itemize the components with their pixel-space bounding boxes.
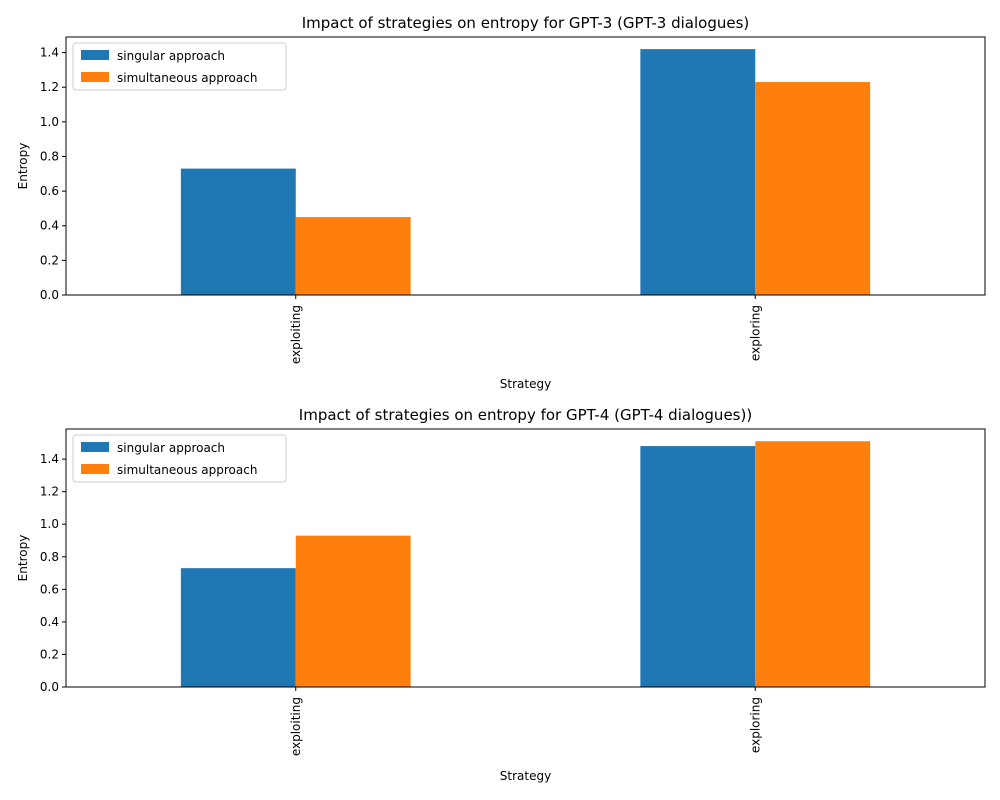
bar-exploiting-singular-approach — [180, 168, 296, 295]
chart-panel-2: 0.0 0.2 0.4 0.6 0.8 1.0 1.2 1.4 exploiting explor… — [16, 406, 986, 783]
bar-exploiting-singular-approach — [180, 568, 296, 687]
bar-exploring-singular-approach — [640, 49, 756, 296]
legend-box — [72, 434, 287, 483]
bar-exploiting-simultaneous-approach — [295, 217, 411, 295]
y-tick-label: 0.8 — [40, 550, 59, 564]
x-tick-label-exploiting: exploiting — [289, 697, 303, 756]
chart-title: Impact of strategies on entropy for GPT-… — [302, 14, 750, 32]
bar-exploiting-simultaneous-approach — [295, 535, 411, 687]
y-tick-label: 0.6 — [40, 184, 59, 198]
y-tick-label: 1.0 — [40, 517, 59, 531]
y-tick-label: 1.4 — [40, 452, 59, 466]
legend-label-singular-approach: singular approach — [117, 441, 225, 455]
y-tick-label: 1.2 — [40, 485, 59, 499]
legend-label-simultaneous-approach: simultaneous approach — [117, 71, 257, 85]
legend-swatch-simultaneous-approach — [81, 464, 109, 474]
plot-frame — [65, 36, 986, 296]
y-tick-label: 0.6 — [40, 582, 59, 596]
plot-frame — [65, 428, 986, 688]
y-tick-label: 0.4 — [40, 615, 59, 629]
x-tick-label-exploring: exploring — [748, 697, 762, 753]
y-tick-label: 0.2 — [40, 647, 59, 661]
bar-exploring-simultaneous-approach — [755, 82, 871, 296]
legend-box — [72, 42, 287, 91]
y-axis-label: Entropy — [16, 143, 30, 190]
y-tick-label: 0.0 — [40, 288, 59, 302]
bar-exploring-simultaneous-approach — [755, 441, 871, 687]
y-tick-label: 1.4 — [40, 46, 59, 60]
y-tick-label: 0.0 — [40, 680, 59, 694]
y-tick-label: 0.2 — [40, 253, 59, 267]
x-tick-label-exploring: exploring — [748, 305, 762, 361]
chart-title: Impact of strategies on entropy for GPT-… — [299, 406, 752, 424]
legend-swatch-simultaneous-approach — [81, 72, 109, 82]
y-tick-label: 1.0 — [40, 115, 59, 129]
y-tick-label: 0.8 — [40, 149, 59, 163]
legend-swatch-singular-approach — [81, 442, 109, 452]
bar-exploring-singular-approach — [640, 446, 756, 687]
legend-swatch-singular-approach — [81, 50, 109, 60]
x-tick-label-exploiting: exploiting — [289, 305, 303, 364]
legend-label-singular-approach: singular approach — [117, 49, 225, 63]
chart-panel-1: 0.0 0.2 0.4 0.6 0.8 1.0 1.2 1.4 exploiting explor… — [16, 14, 986, 391]
legend-label-simultaneous-approach: simultaneous approach — [117, 463, 257, 477]
x-axis-label: Strategy — [500, 377, 551, 391]
y-tick-label: 1.2 — [40, 80, 59, 94]
y-axis-label: Entropy — [16, 535, 30, 582]
y-tick-label: 0.4 — [40, 219, 59, 233]
x-axis-label: Strategy — [500, 769, 551, 783]
